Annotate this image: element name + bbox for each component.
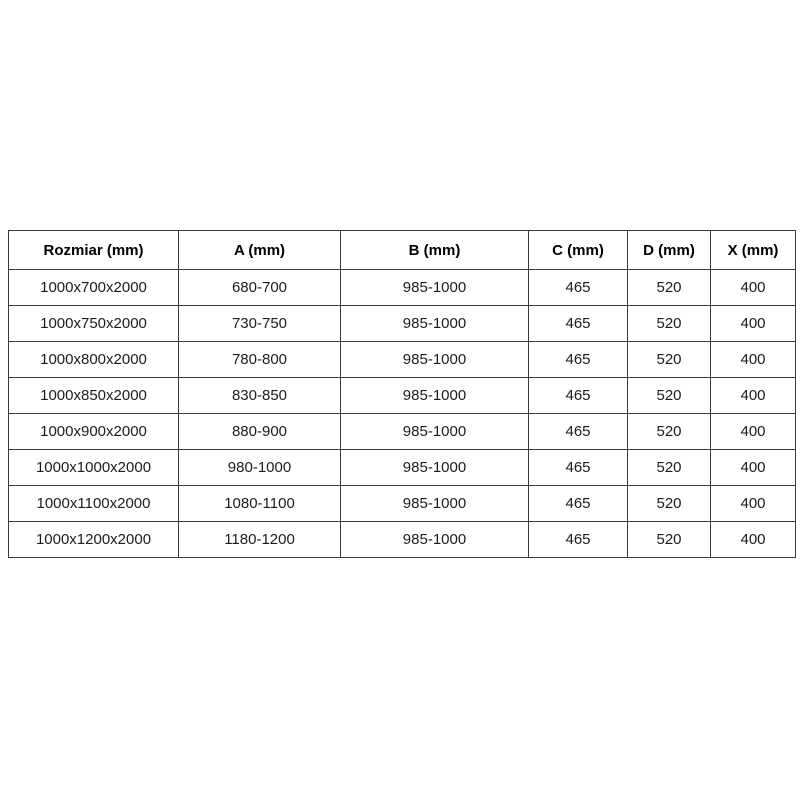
- table-row: 1000x1100x2000 1080-1100 985-1000 465 52…: [8, 485, 796, 522]
- header-cell-rozmiar: Rozmiar (mm): [8, 230, 179, 270]
- header-cell-d: D (mm): [627, 230, 711, 270]
- table-cell-rozmiar: 1000x1200x2000: [8, 521, 179, 558]
- table-cell-x: 400: [710, 305, 796, 342]
- table-cell-a: 980-1000: [178, 449, 341, 486]
- table-cell-x: 400: [710, 449, 796, 486]
- header-cell-b: B (mm): [340, 230, 529, 270]
- table-cell-d: 520: [627, 449, 711, 486]
- table-cell-b: 985-1000: [340, 341, 529, 378]
- header-cell-x: X (mm): [710, 230, 796, 270]
- table-cell-x: 400: [710, 341, 796, 378]
- table-cell-c: 465: [528, 413, 628, 450]
- table-cell-c: 465: [528, 269, 628, 306]
- table-cell-b: 985-1000: [340, 485, 529, 522]
- table-cell-rozmiar: 1000x750x2000: [8, 305, 179, 342]
- table-row: 1000x700x2000 680-700 985-1000 465 520 4…: [8, 269, 796, 306]
- table-cell-a: 880-900: [178, 413, 341, 450]
- table-row: 1000x800x2000 780-800 985-1000 465 520 4…: [8, 341, 796, 378]
- header-cell-c: C (mm): [528, 230, 628, 270]
- table-cell-a: 680-700: [178, 269, 341, 306]
- table-cell-b: 985-1000: [340, 305, 529, 342]
- table-cell-d: 520: [627, 485, 711, 522]
- table-cell-d: 520: [627, 305, 711, 342]
- table-cell-c: 465: [528, 449, 628, 486]
- table-row: 1000x850x2000 830-850 985-1000 465 520 4…: [8, 377, 796, 414]
- table-cell-rozmiar: 1000x1000x2000: [8, 449, 179, 486]
- table-cell-a: 1180-1200: [178, 521, 341, 558]
- table-cell-x: 400: [710, 521, 796, 558]
- table-cell-b: 985-1000: [340, 521, 529, 558]
- table-cell-b: 985-1000: [340, 269, 529, 306]
- table-cell-rozmiar: 1000x800x2000: [8, 341, 179, 378]
- table-cell-x: 400: [710, 377, 796, 414]
- table-cell-b: 985-1000: [340, 413, 529, 450]
- table-cell-c: 465: [528, 305, 628, 342]
- table-row: 1000x1200x2000 1180-1200 985-1000 465 52…: [8, 521, 796, 558]
- table-cell-a: 1080-1100: [178, 485, 341, 522]
- table-cell-d: 520: [627, 521, 711, 558]
- table-cell-a: 730-750: [178, 305, 341, 342]
- dimensions-spec-table: Rozmiar (mm) A (mm) B (mm) C (mm) D (mm)…: [8, 230, 796, 558]
- table-cell-x: 400: [710, 413, 796, 450]
- table-cell-b: 985-1000: [340, 377, 529, 414]
- header-cell-a: A (mm): [178, 230, 341, 270]
- table-row: 1000x900x2000 880-900 985-1000 465 520 4…: [8, 413, 796, 450]
- table-cell-c: 465: [528, 341, 628, 378]
- table-cell-b: 985-1000: [340, 449, 529, 486]
- table-cell-rozmiar: 1000x900x2000: [8, 413, 179, 450]
- table-cell-a: 780-800: [178, 341, 341, 378]
- table-cell-c: 465: [528, 377, 628, 414]
- table-cell-x: 400: [710, 269, 796, 306]
- table-cell-c: 465: [528, 521, 628, 558]
- table-row: 1000x750x2000 730-750 985-1000 465 520 4…: [8, 305, 796, 342]
- table-cell-c: 465: [528, 485, 628, 522]
- table-cell-a: 830-850: [178, 377, 341, 414]
- table-cell-d: 520: [627, 413, 711, 450]
- table-cell-d: 520: [627, 377, 711, 414]
- table-cell-rozmiar: 1000x1100x2000: [8, 485, 179, 522]
- table-header-row: Rozmiar (mm) A (mm) B (mm) C (mm) D (mm)…: [8, 230, 796, 270]
- table-row: 1000x1000x2000 980-1000 985-1000 465 520…: [8, 449, 796, 486]
- table-cell-rozmiar: 1000x850x2000: [8, 377, 179, 414]
- table-cell-rozmiar: 1000x700x2000: [8, 269, 179, 306]
- table-cell-d: 520: [627, 269, 711, 306]
- table-cell-d: 520: [627, 341, 711, 378]
- table-cell-x: 400: [710, 485, 796, 522]
